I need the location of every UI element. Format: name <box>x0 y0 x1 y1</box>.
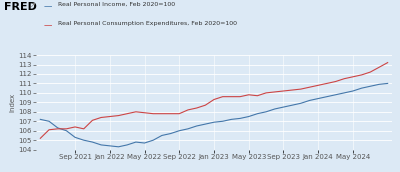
Text: ↗: ↗ <box>30 2 36 8</box>
Text: —: — <box>44 21 52 30</box>
Text: —: — <box>44 2 52 11</box>
Text: FRED: FRED <box>4 2 37 12</box>
Y-axis label: Index: Index <box>10 93 16 112</box>
Text: Real Personal Income, Feb 2020=100: Real Personal Income, Feb 2020=100 <box>58 2 175 7</box>
Text: Real Personal Consumption Expenditures, Feb 2020=100: Real Personal Consumption Expenditures, … <box>58 21 237 26</box>
